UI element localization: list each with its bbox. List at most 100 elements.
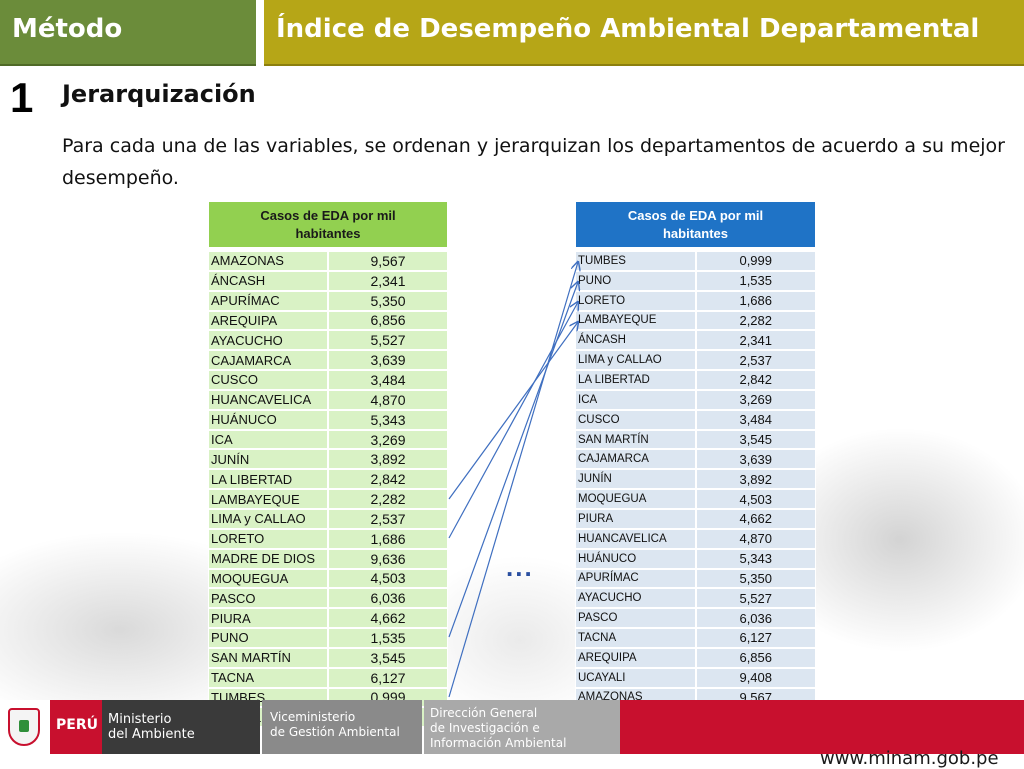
unsorted-table-department-cell: MADRE DE DIOS	[208, 548, 328, 569]
ranked-table-row: APURÍMAC 5,350	[575, 568, 816, 589]
unsorted-table-row: MOQUEGUA 4,503	[208, 568, 448, 589]
ranked-table-row: LORETO 1,686	[575, 290, 816, 311]
ranked-table-value-cell: 3,545	[695, 429, 816, 450]
ranked-table-department-cell: LORETO	[575, 290, 696, 311]
ranked-table-value-cell: 9,408	[695, 667, 816, 688]
unsorted-table-row: SAN MARTÍN 3,545	[208, 647, 448, 668]
ranked-table-department-cell: TUMBES	[575, 251, 696, 271]
unsorted-table-value-cell: 6,127	[328, 667, 448, 688]
unsorted-table-department-cell: CUSCO	[208, 370, 328, 390]
header-method-bar: Método	[0, 0, 256, 66]
ranked-table-row: AYACUCHO 5,527	[575, 588, 816, 609]
ranked-table-value-cell: 3,639	[695, 449, 816, 470]
unsorted-table-value-cell: 3,892	[328, 449, 448, 470]
unsorted-table-row: APURÍMAC 5,350	[208, 290, 448, 311]
unsorted-table-row: AMAZONAS 9,567	[208, 251, 448, 271]
ranked-table-department-cell: TACNA	[575, 628, 696, 648]
ranked-table-department-cell: UCAYALI	[575, 667, 696, 688]
ellipsis: ...	[506, 552, 534, 582]
ranked-table-value-cell: 0,999	[695, 251, 816, 271]
ranked-table-department-cell: MOQUEGUA	[575, 489, 696, 509]
unsorted-table-value-cell: 3,484	[328, 370, 448, 390]
ranked-table-row: PASCO 6,036	[575, 608, 816, 629]
unsorted-table-row: ICA 3,269	[208, 429, 448, 450]
unsorted-table-department-cell: TACNA	[208, 667, 328, 688]
ranked-table-value-cell: 3,484	[695, 409, 816, 430]
ranked-table-row: LA LIBERTAD 2,842	[575, 370, 816, 390]
ranked-table-department-cell: CAJAMARCA	[575, 449, 696, 470]
footer-vice-line1: Viceministerio	[270, 710, 356, 724]
ranked-table-row: LAMBAYEQUE 2,282	[575, 310, 816, 331]
arrow-lambayeque	[448, 322, 578, 500]
unsorted-table-department-cell: CAJAMARCA	[208, 350, 328, 371]
unsorted-table-department-cell: JUNÍN	[208, 449, 328, 470]
ranked-table-row: HUÁNUCO 5,343	[575, 548, 816, 569]
footer-bar: PERÚ Ministerio del Ambiente Viceministe…	[0, 700, 1024, 754]
ranked-table-value-cell: 2,537	[695, 350, 816, 371]
background-texture	[0, 380, 1024, 700]
unsorted-table-value-cell: 5,527	[328, 330, 448, 351]
ranked-table-row: TUMBES 0,999	[575, 251, 816, 271]
arrow-puno	[448, 282, 578, 638]
ranked-table-value-cell: 4,870	[695, 528, 816, 549]
footer-dir-line3: Información Ambiental	[430, 736, 567, 750]
ranked-table-department-cell: LAMBAYEQUE	[575, 310, 696, 331]
ranked-table-department-cell: PUNO	[575, 270, 696, 291]
unsorted-table-department-cell: HUÁNUCO	[208, 409, 328, 430]
header-index-bar: Índice de Desempeño Ambiental Departamen…	[264, 0, 1024, 66]
unsorted-table-value-cell: 3,639	[328, 350, 448, 371]
ranked-table-department-cell: JUNÍN	[575, 469, 696, 490]
ranked-table-department-cell: ÁNCASH	[575, 330, 696, 351]
ranked-table-value-cell: 5,343	[695, 548, 816, 569]
unsorted-table-department-cell: AYACUCHO	[208, 330, 328, 351]
ranked-table-department-cell: AYACUCHO	[575, 588, 696, 609]
section-description: Para cada una de las variables, se orden…	[62, 135, 1005, 189]
ranked-table-value-cell: 2,842	[695, 370, 816, 390]
section-number: 1	[10, 74, 34, 121]
unsorted-table-value-cell: 9,567	[328, 251, 448, 271]
unsorted-table-row: LORETO 1,686	[208, 528, 448, 549]
ranked-table-value-cell: 4,662	[695, 508, 816, 529]
unsorted-table-value-cell: 3,545	[328, 647, 448, 668]
ranked-table-value-cell: 6,036	[695, 608, 816, 629]
unsorted-table-department-cell: ICA	[208, 429, 328, 450]
unsorted-table-value-cell: 2,341	[328, 270, 448, 291]
ranked-table-department-cell: HUANCAVELICA	[575, 528, 696, 549]
unsorted-table-value-cell: 2,282	[328, 489, 448, 509]
unsorted-table-department-cell: APURÍMAC	[208, 290, 328, 311]
ranked-table-value-cell: 2,282	[695, 310, 816, 331]
ranked-table-row: TACNA 6,127	[575, 628, 816, 648]
unsorted-table-department-cell: LAMBAYEQUE	[208, 489, 328, 509]
unsorted-table-department-cell: HUANCAVELICA	[208, 389, 328, 410]
ranked-table-department-cell: ICA	[575, 389, 696, 410]
unsorted-table-row: LIMA y CALLAO 2,537	[208, 508, 448, 529]
unsorted-table-value-cell: 4,662	[328, 608, 448, 629]
ranked-table-value-cell: 4,503	[695, 489, 816, 509]
unsorted-table-department-cell: PASCO	[208, 588, 328, 609]
ranked-table-row: ICA 3,269	[575, 389, 816, 410]
ranked-table-department-cell: CUSCO	[575, 409, 696, 430]
unsorted-table-row: AYACUCHO 5,527	[208, 330, 448, 351]
unsorted-table-value-cell: 4,503	[328, 568, 448, 589]
footer-ministry-block	[102, 700, 260, 754]
footer-direction-label: Dirección General de Investigación e Inf…	[430, 706, 566, 751]
unsorted-table-value-cell: 9,636	[328, 548, 448, 569]
unsorted-table-department-cell: MOQUEGUA	[208, 568, 328, 589]
ranked-table-row: JUNÍN 3,892	[575, 469, 816, 490]
unsorted-table-row: JUNÍN 3,892	[208, 449, 448, 470]
unsorted-table-row: HUANCAVELICA 4,870	[208, 389, 448, 410]
ranked-table-value-cell: 5,350	[695, 568, 816, 589]
website-url: www.minam.gob.pe	[820, 748, 999, 769]
unsorted-table-value-cell: 4,870	[328, 389, 448, 410]
footer-red-stripe	[620, 700, 1024, 754]
unsorted-table-row: TACNA 6,127	[208, 667, 448, 688]
footer-dir-line2: de Investigación e	[430, 721, 540, 735]
unsorted-table-department-cell: PIURA	[208, 608, 328, 629]
unsorted-table-department-cell: PUNO	[208, 628, 328, 648]
ranked-table-row: PUNO 1,535	[575, 270, 816, 291]
ranked-table-value-cell: 6,127	[695, 628, 816, 648]
arrow-tumbes	[448, 262, 578, 698]
ranked-table-value-cell: 1,686	[695, 290, 816, 311]
unsorted-table-row: CAJAMARCA 3,639	[208, 350, 448, 371]
